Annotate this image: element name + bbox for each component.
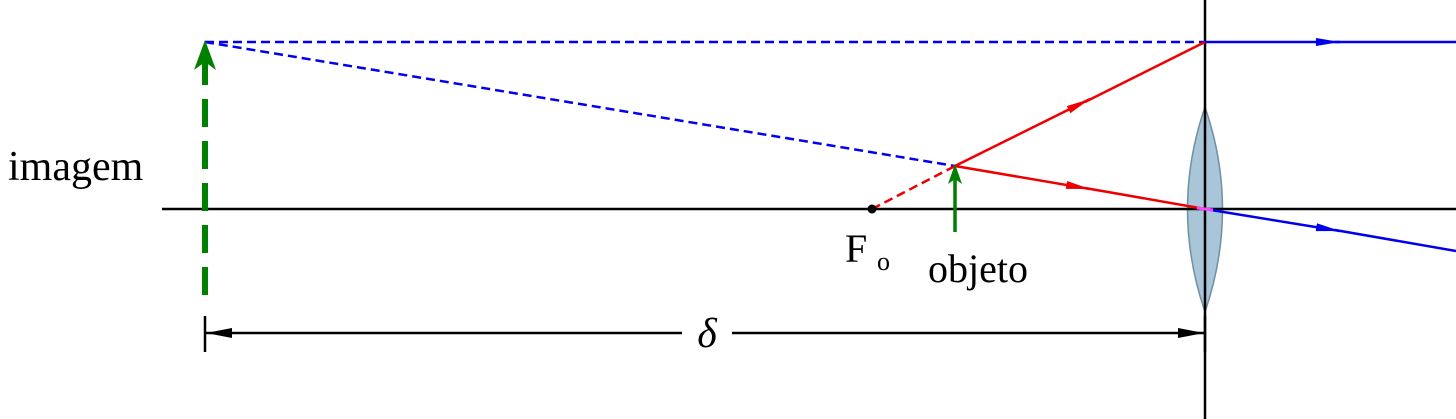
object-label: objeto bbox=[928, 246, 1028, 291]
ray bbox=[1204, 207, 1341, 233]
ray bbox=[1084, 186, 1206, 211]
focal-point bbox=[867, 204, 877, 214]
image-label: imagem bbox=[8, 144, 144, 190]
ray bbox=[954, 164, 1091, 191]
focal-label: F bbox=[845, 226, 867, 271]
focal-subscript: o bbox=[877, 247, 890, 276]
virtual-ray bbox=[204, 40, 956, 168]
object-arrow-head bbox=[948, 164, 962, 184]
ray-overlap bbox=[1196, 206, 1214, 212]
ray bbox=[1334, 228, 1456, 253]
image-arrow-head bbox=[194, 40, 216, 70]
virtual-ray bbox=[871, 164, 956, 211]
ray bbox=[954, 97, 1091, 168]
distance-label: δ bbox=[697, 311, 718, 357]
ray bbox=[1084, 40, 1206, 104]
